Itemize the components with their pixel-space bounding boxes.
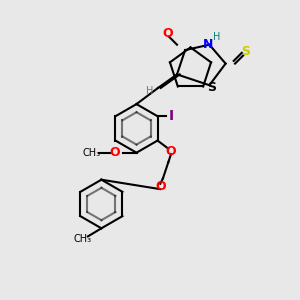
Text: CH₃: CH₃ bbox=[83, 148, 101, 158]
Text: O: O bbox=[155, 180, 166, 193]
Text: S: S bbox=[242, 45, 250, 58]
Text: I: I bbox=[169, 109, 174, 123]
Text: H: H bbox=[214, 32, 221, 42]
Text: O: O bbox=[162, 27, 173, 40]
Text: O: O bbox=[166, 145, 176, 158]
Text: CH₃: CH₃ bbox=[74, 234, 92, 244]
Text: H: H bbox=[146, 85, 154, 96]
Text: N: N bbox=[203, 38, 213, 51]
Text: O: O bbox=[110, 146, 120, 159]
Text: S: S bbox=[208, 81, 217, 94]
